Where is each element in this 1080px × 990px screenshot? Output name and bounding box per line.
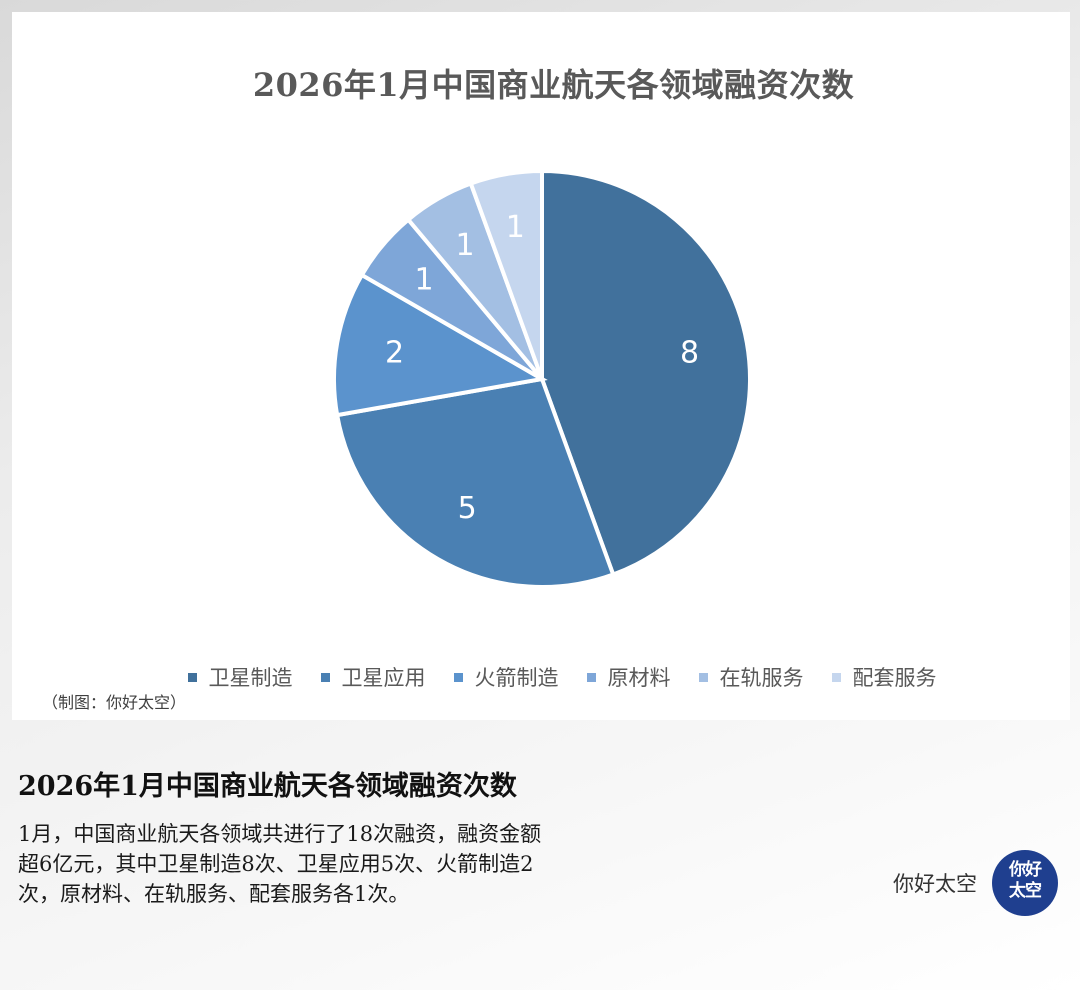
legend-label: 在轨服务: [719, 666, 804, 690]
legend-label: 火箭制造: [474, 666, 559, 690]
legend-label: 配套服务: [852, 666, 937, 690]
pie-slice-2: [334, 376, 616, 589]
pie-data-label-2: 5: [458, 491, 477, 526]
pie-data-label-1: 8: [680, 335, 699, 370]
legend-item-2: 卫星应用: [320, 662, 426, 692]
caption-body: 1月，中国商业航天各领域共进行了18次融资，融资金额超6亿元，其中卫星制造8次、…: [18, 822, 542, 906]
legend-swatch: [586, 672, 596, 682]
chart-title: 2026年1月中国商业航天各领域融资次数: [252, 66, 855, 104]
legend-label: 原材料: [607, 666, 671, 690]
legend: 卫星制造 卫星应用 火箭制造 原材料 在轨服务 配套服务: [12, 662, 1080, 692]
legend-swatch: [698, 672, 708, 682]
legend-swatch: [453, 672, 463, 682]
legend-item-6: 配套服务: [831, 662, 937, 692]
caption-title: 2026年1月中国商业航天各领域融资次数: [18, 771, 517, 802]
pie-slice-6: [468, 168, 544, 380]
pie-data-label-3: 2: [385, 335, 404, 370]
legend-item-1: 卫星制造: [187, 662, 293, 692]
brand-name: 你好太空: [893, 872, 977, 896]
legend-swatch: [187, 672, 197, 682]
pie-slice-1: [540, 168, 752, 578]
brand-logo-text: 你好 太空: [1009, 860, 1042, 901]
legend-label: 卫星制造: [208, 666, 293, 690]
pie-data-label-6: 1: [506, 210, 525, 245]
legend-label: 卫星应用: [341, 666, 426, 690]
legend-swatch: [320, 672, 330, 682]
pie-slice-3: [332, 272, 548, 418]
brand-logo: 你好 太空: [992, 850, 1058, 916]
legend-swatch: [831, 672, 841, 682]
chart-credit: （制图：你好太空）: [42, 693, 187, 712]
legend-item-3: 火箭制造: [453, 662, 559, 692]
legend-item-4: 原材料: [586, 662, 671, 692]
legend-item-5: 在轨服务: [698, 662, 804, 692]
pie-data-label-4: 1: [415, 263, 434, 298]
pie-data-label-5: 1: [455, 228, 474, 263]
